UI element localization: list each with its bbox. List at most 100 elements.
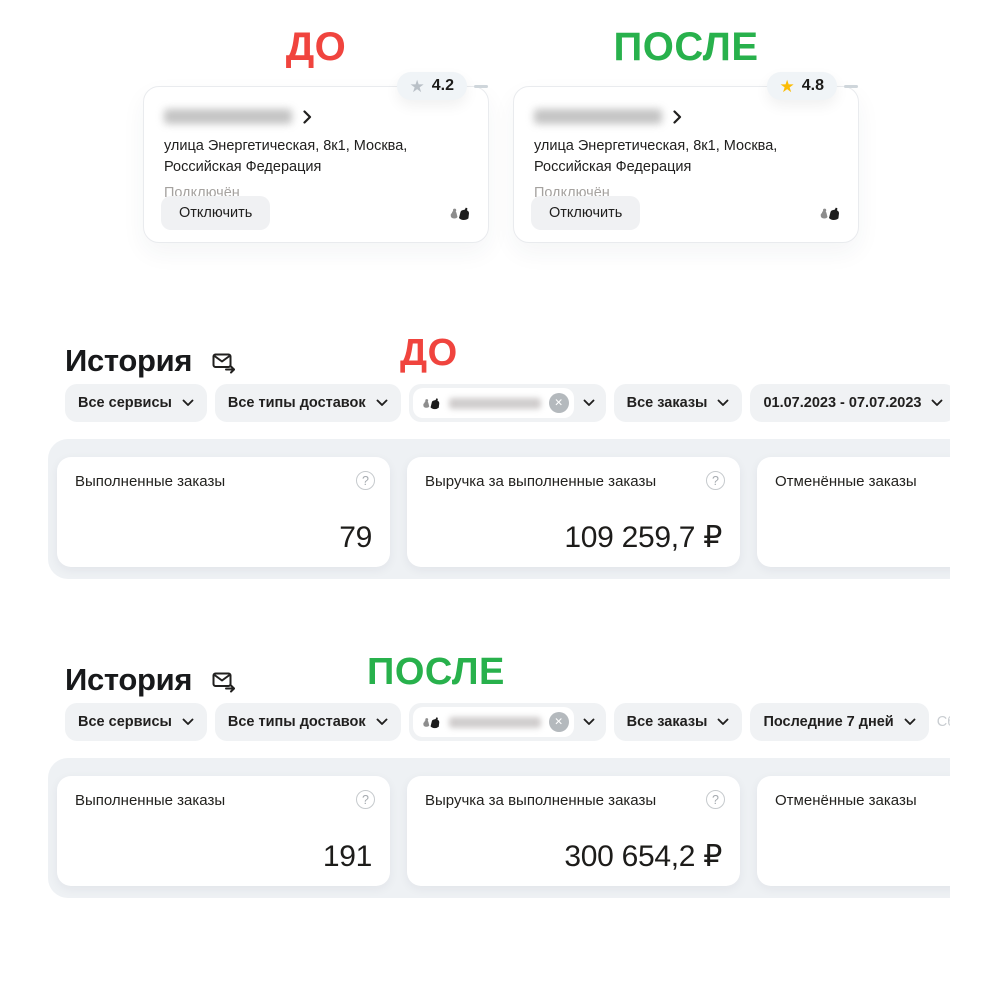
filter-services[interactable]: Все сервисы [65, 703, 207, 741]
filter-label: Все заказы [626, 395, 708, 411]
pets-logo-icon [422, 717, 439, 729]
page-title: История [65, 343, 193, 378]
chevron-down-icon [718, 718, 729, 725]
close-icon[interactable]: ✕ [548, 393, 569, 413]
export-mail-icon[interactable] [210, 667, 237, 694]
chevron-down-icon [583, 399, 595, 406]
reset-filters-button[interactable]: Сброс [936, 714, 950, 730]
stat-card-revenue: Выручка за выполненные заказы ? 109 259,… [407, 457, 740, 567]
stat-value: 191 [322, 840, 372, 873]
filter-place[interactable]: ✕ [408, 384, 606, 422]
disconnect-button[interactable]: Отключить [531, 196, 641, 230]
blurred-restaurant-name [534, 109, 662, 124]
star-icon: ★ [779, 76, 795, 96]
restaurant-card: ★ 4.2 улица Энергетическая, 8к1, Москва,… [143, 72, 489, 243]
comparison-after-column: ПОСЛЕ ★ 4.8 улица Энергетическая, 8к1, М… [513, 24, 859, 243]
section-header: История [65, 659, 1000, 701]
help-icon[interactable]: ? [356, 471, 375, 490]
stat-value: 300 654,2 ₽ [564, 840, 722, 873]
chevron-right-icon [303, 109, 312, 124]
restaurant-address: улица Энергетическая, 8к1, Москва, Росси… [534, 138, 778, 176]
help-icon[interactable]: ? [706, 790, 725, 809]
comparison-before-column: ДО ★ 4.2 улица Энергетическая, 8к1, Моск… [143, 24, 489, 243]
restaurant-address: улица Энергетическая, 8к1, Москва, Росси… [164, 138, 408, 176]
card-footer: Отключить [531, 196, 841, 230]
before-label: ДО [400, 332, 458, 374]
selected-place-tag: ✕ [412, 388, 574, 418]
after-label: ПОСЛЕ [367, 651, 505, 693]
chevron-down-icon [376, 399, 388, 406]
filter-period[interactable]: 01.07.2023 - 07.07.2023 [750, 384, 950, 422]
chevron-right-icon [673, 109, 682, 124]
help-icon[interactable]: ? [706, 471, 725, 490]
stats-panel: Выполненные заказы ? 79 Выручка за выпол… [48, 439, 950, 579]
card-footer: Отключить [161, 196, 471, 230]
chevron-down-icon [376, 718, 388, 725]
rating-pill: ★ 4.2 [396, 72, 467, 100]
section-header: История [65, 340, 1000, 382]
stats-row: Выполненные заказы ? 79 Выручка за выпол… [48, 439, 950, 567]
chevron-down-icon [904, 718, 916, 725]
rating-pill: ★ 4.8 [766, 72, 837, 100]
stat-value: 109 259,7 ₽ [564, 521, 722, 554]
filter-orders[interactable]: Все заказы [613, 703, 743, 741]
filter-label: Все типы доставок [227, 714, 366, 730]
chevron-down-icon [932, 399, 943, 406]
stat-value: 79 [339, 521, 372, 554]
rating-value: 4.2 [431, 77, 454, 94]
restaurant-card: ★ 4.8 улица Энергетическая, 8к1, Москва,… [513, 72, 859, 243]
stat-title: Выполненные заказы [75, 792, 226, 809]
stat-card-revenue: Выручка за выполненные заказы ? 300 654,… [407, 776, 740, 886]
filter-label: 01.07.2023 - 07.07.2023 [763, 395, 922, 411]
before-label: ДО [285, 25, 347, 69]
stat-title: Выполненные заказы [75, 473, 226, 490]
filter-orders[interactable]: Все заказы [613, 384, 743, 422]
stat-card-completed-orders: Выполненные заказы ? 79 [57, 457, 390, 567]
filter-place[interactable]: ✕ [408, 703, 606, 741]
rating-badge: ★ 4.8 [766, 72, 858, 100]
chevron-down-icon [583, 718, 595, 725]
comparison-area: ДО ★ 4.2 улица Энергетическая, 8к1, Моск… [143, 24, 859, 243]
restaurant-name-row[interactable] [164, 109, 468, 124]
filter-row: Все сервисы Все типы доставок ✕ Все зака… [65, 703, 950, 741]
stat-card-cancelled-orders: Отменённые заказы ? [757, 776, 950, 886]
blurred-place-name [448, 716, 541, 728]
filter-label: Все сервисы [78, 395, 172, 411]
filter-delivery-types[interactable]: Все типы доставок [214, 703, 401, 741]
pets-logo-icon [820, 207, 839, 220]
help-icon[interactable]: ? [356, 790, 375, 809]
rating-trend-dash [844, 84, 858, 88]
disconnect-button[interactable]: Отключить [161, 196, 271, 230]
stats-panel: Выполненные заказы ? 191 Выручка за выпо… [48, 758, 950, 898]
chevron-down-icon [718, 399, 729, 406]
pets-logo-icon [422, 398, 439, 410]
stat-card-cancelled-orders: Отменённые заказы ? [757, 457, 950, 567]
chevron-down-icon [182, 718, 194, 725]
stat-title: Выручка за выполненные заказы [425, 792, 657, 809]
stat-card-completed-orders: Выполненные заказы ? 191 [57, 776, 390, 886]
filter-row: Все сервисы Все типы доставок ✕ Все зака… [65, 384, 950, 422]
blurred-restaurant-name [164, 109, 292, 124]
filter-label: Все типы доставок [227, 395, 366, 411]
chevron-down-icon [182, 399, 194, 406]
rating-value: 4.8 [801, 77, 824, 94]
stat-title: Выручка за выполненные заказы [425, 473, 657, 490]
after-label: ПОСЛЕ [613, 25, 759, 69]
pets-logo-icon [450, 207, 469, 220]
filter-label: Все сервисы [78, 714, 172, 730]
page-title: История [65, 662, 193, 697]
filter-label: Последние 7 дней [763, 714, 894, 730]
filter-services[interactable]: Все сервисы [65, 384, 207, 422]
rating-trend-dash [474, 84, 488, 88]
restaurant-name-row[interactable] [534, 109, 838, 124]
blurred-place-name [448, 397, 541, 409]
stats-row: Выполненные заказы ? 191 Выручка за выпо… [48, 758, 950, 886]
filter-period[interactable]: Последние 7 дней [750, 703, 929, 741]
filter-delivery-types[interactable]: Все типы доставок [214, 384, 401, 422]
export-mail-icon[interactable] [210, 348, 237, 375]
history-section-after: История ПОСЛЕ Все сервисы Все типы доста… [0, 651, 1000, 898]
selected-place-tag: ✕ [412, 707, 574, 737]
close-icon[interactable]: ✕ [548, 712, 569, 732]
filter-label: Все заказы [626, 714, 708, 730]
history-section-before: История ДО Все сервисы Все типы доставок [0, 332, 1000, 579]
